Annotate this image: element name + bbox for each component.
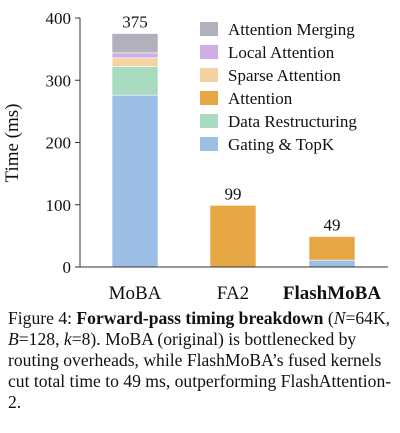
legend-label-data-restructuring: Data Restructuring	[228, 112, 357, 131]
y-tick-label-0: 0	[63, 258, 72, 277]
bar-fa2-attention	[209, 205, 257, 268]
legend-swatch-data-restructuring	[200, 114, 218, 128]
bars-layer	[111, 33, 356, 268]
y-ticks-layer: 0 100 200 300 400	[46, 9, 80, 277]
caption-k-symbol: k	[63, 329, 72, 349]
legend-label-gating-topk: Gating & TopK	[228, 135, 335, 154]
legend-swatch-attention	[200, 91, 218, 105]
bar-moba-sparse-attention	[111, 57, 159, 67]
bar-flashmoba-attention	[308, 236, 356, 261]
caption-b-value: =128,	[18, 329, 64, 349]
legend-swatch-attention-merging	[200, 22, 218, 36]
legend-swatch-sparse-attention	[200, 68, 218, 82]
caption-n-symbol: N	[333, 308, 346, 328]
y-tick-label-100: 100	[46, 196, 72, 215]
bar-moba-attention-merging	[111, 33, 159, 54]
legend-label-local-attention: Local Attention	[228, 43, 335, 62]
x-tick-label-fa2: FA2	[217, 283, 249, 304]
data-label-moba: 375	[122, 13, 148, 32]
legend-swatch-gating-topk	[200, 137, 218, 151]
legend-label-sparse-attention: Sparse Attention	[228, 66, 341, 85]
caption-n-value: =64K,	[345, 308, 391, 328]
legend-swatch-local-attention	[200, 45, 218, 59]
x-tick-label-flashmoba: FlashMoBA	[283, 283, 381, 304]
data-label-flashmoba: 49	[324, 215, 341, 234]
bar-moba-local-attention	[111, 52, 159, 59]
caption-title: Forward-pass timing breakdown	[76, 308, 324, 328]
bar-moba-data-restructuring	[111, 66, 159, 96]
caption-b-symbol: B	[8, 329, 19, 349]
y-axis-label: Time (ms)	[2, 103, 23, 182]
caption-params-open: (	[327, 308, 334, 328]
y-tick-label-200: 200	[46, 134, 72, 153]
bar-moba-gating-topk	[111, 94, 159, 268]
caption-body: MoBA (original) is bottlenecked by routi…	[8, 329, 392, 412]
legend: Attention Merging Local Attention Sparse A…	[200, 20, 357, 154]
figure-caption: Figure 4: Forward-pass timing breakdown …	[8, 308, 396, 413]
caption-label: Figure 4:	[8, 308, 77, 328]
data-label-fa2: 99	[225, 184, 242, 203]
legend-label-attention-merging: Attention Merging	[228, 20, 355, 39]
y-tick-label-400: 400	[46, 9, 72, 28]
y-tick-label-300: 300	[46, 71, 72, 90]
data-labels-layer: MoBA FA2 FlashMoBA 375 99 49	[109, 13, 382, 304]
caption-k-value: =8).	[71, 329, 101, 349]
legend-label-attention: Attention	[228, 89, 293, 108]
x-tick-label-moba: MoBA	[109, 283, 162, 304]
timing-breakdown-chart: 0 100 200 300 400 MoBA FA2 FlashMoBA 375 99 49 At…	[2, 9, 388, 304]
bar-flashmoba-gating-topk	[308, 259, 356, 268]
